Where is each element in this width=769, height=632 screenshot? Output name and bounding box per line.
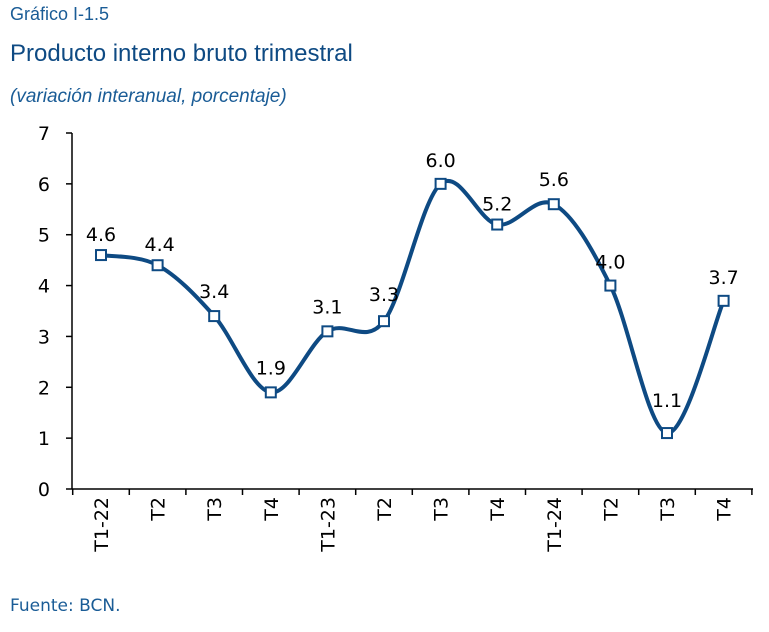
x-tick-label: T2 (374, 497, 396, 522)
data-label: 1.1 (652, 390, 682, 412)
x-tick-label: T3 (657, 497, 679, 522)
series-line (99, 179, 726, 436)
data-label: 3.4 (199, 281, 229, 303)
x-tick-label: T1-22 (91, 497, 113, 553)
data-point-marker (604, 279, 617, 292)
x-tick-label: T4 (714, 497, 736, 522)
y-tick-label: 3 (38, 326, 50, 348)
chart-subtitle: (variación interanual, porcentaje) (10, 86, 287, 107)
x-tick-label: T1-23 (317, 497, 339, 553)
data-point-marker (378, 315, 390, 328)
figure-label: Gráfico I-1.5 (10, 4, 110, 24)
data-point-marker (151, 259, 164, 272)
x-tick-label: T2 (600, 497, 622, 522)
y-tick-label: 4 (38, 276, 50, 298)
data-point-marker (661, 427, 673, 440)
x-tick-label: T4 (487, 497, 509, 522)
y-axis-ticks: 0 1 2 3 4 5 6 7 (38, 123, 72, 501)
data-label: 3.3 (369, 284, 399, 306)
data-label: 4.4 (144, 234, 174, 256)
data-label: 1.9 (256, 357, 286, 379)
y-tick-label: 2 (38, 377, 50, 399)
data-point-marker (321, 325, 334, 338)
y-tick-label: 5 (38, 225, 50, 247)
data-label: 5.6 (539, 169, 569, 191)
x-tick-label: T4 (261, 497, 283, 522)
x-tick-label: T1-24 (544, 497, 566, 553)
data-point-marker (208, 310, 221, 323)
data-label: 3.1 (312, 296, 342, 318)
data-label: 4.6 (86, 224, 116, 246)
data-point-marker (547, 198, 560, 211)
data-label: 5.2 (482, 194, 512, 216)
data-label: 3.7 (708, 267, 738, 289)
x-tick-label: T3 (431, 497, 453, 522)
data-markers (95, 177, 730, 440)
chart-title: Producto interno bruto trimestral (10, 40, 353, 67)
x-tick-label: T3 (204, 497, 226, 522)
data-point-marker (264, 386, 277, 399)
data-point-marker (95, 249, 107, 262)
y-tick-label: 7 (38, 123, 50, 145)
data-label: 4.0 (595, 252, 625, 274)
y-tick-label: 6 (38, 174, 50, 196)
x-axis-ticks: T1-22 T2 T3 T4 T1-23 T2 T3 T4 T1-24 T2 T3 T4 (71, 489, 753, 553)
chart-axes (71, 133, 753, 490)
data-point-marker (434, 177, 447, 190)
y-tick-label: 0 (38, 479, 50, 501)
source-note: Fuente: BCN. (10, 596, 121, 616)
data-labels: 4.6 4.4 3.4 1.9 3.1 3.3 6.0 5.2 5.6 4.0 1.1 3.7 (86, 150, 739, 412)
x-tick-label: T2 (148, 497, 170, 522)
data-label: 6.0 (425, 150, 455, 172)
y-tick-label: 1 (38, 428, 50, 450)
data-point-marker (717, 294, 730, 307)
data-point-marker (491, 218, 504, 231)
